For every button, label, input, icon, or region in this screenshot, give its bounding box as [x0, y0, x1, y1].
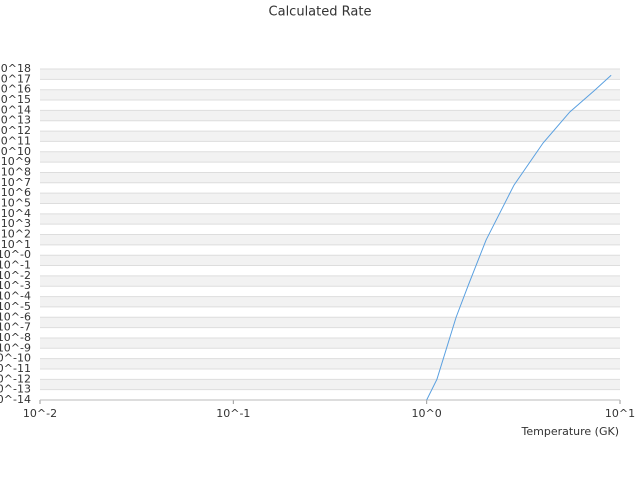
- x-tick-label: 10^0: [412, 407, 442, 420]
- y-tick-label: 10^14: [0, 103, 31, 116]
- y-tick-label: 10^17: [0, 72, 31, 85]
- grid-band: [40, 275, 620, 287]
- y-tick-label: 10^-1: [0, 259, 31, 272]
- y-tick-label: 10^-13: [0, 383, 31, 396]
- y-tick-label: 10^1: [1, 238, 31, 251]
- grid-band: [40, 255, 620, 266]
- grid-band: [40, 172, 620, 183]
- y-tick-label: 10^-8: [0, 331, 31, 344]
- y-tick-label: 10^-12: [0, 372, 31, 385]
- y-tick-label: 10^18: [0, 62, 31, 75]
- y-tick-label: 10^-2: [0, 269, 31, 282]
- chart-title: Calculated Rate: [269, 5, 372, 20]
- y-tick-label: 10^11: [0, 134, 31, 147]
- grid-band: [40, 296, 620, 307]
- grid-band: [40, 213, 620, 225]
- y-tick-label: 10^16: [0, 83, 31, 96]
- y-tick-label: 10^15: [0, 93, 31, 106]
- grid-band: [40, 110, 620, 121]
- y-tick-label: 10^7: [1, 176, 31, 189]
- grid-band: [40, 234, 620, 245]
- x-tick-label: 10^-2: [23, 407, 57, 420]
- grid-band: [40, 358, 620, 369]
- y-tick-label: 10^9: [1, 155, 31, 168]
- y-tick-label: 10^4: [1, 207, 31, 220]
- grid-band: [40, 131, 620, 142]
- x-tick-label: 10^1: [605, 407, 635, 420]
- y-tick-label: 10^12: [0, 124, 31, 137]
- grid-band: [40, 151, 620, 163]
- grid-band: [40, 69, 620, 80]
- y-tick-label: 10^-7: [0, 321, 31, 334]
- y-tick-label: 10^-11: [0, 362, 31, 375]
- y-tick-label: 10^13: [0, 114, 31, 127]
- y-tick-label: 10^-3: [0, 279, 31, 292]
- y-tick-label: 10^2: [1, 228, 31, 241]
- y-tick-label: 10^-9: [0, 341, 31, 354]
- y-tick-label: 10^3: [1, 217, 31, 230]
- y-tick-label: 10^5: [1, 196, 31, 209]
- grid-band: [40, 193, 620, 204]
- x-axis-label: Temperature (GK): [521, 425, 620, 438]
- grid-band: [40, 89, 620, 101]
- y-tick-label: 10^-6: [0, 310, 31, 323]
- y-tick-label: 10^-5: [0, 300, 31, 313]
- y-tick-label: 10^-0: [0, 248, 31, 261]
- y-tick-label: 10^-4: [0, 290, 31, 303]
- x-tick-label: 10^-1: [216, 407, 250, 420]
- grid-band: [40, 337, 620, 349]
- y-tick-label: 10^8: [1, 165, 31, 178]
- line: [426, 74, 612, 401]
- y-tick-label: 10^6: [1, 186, 31, 199]
- y-tick-label: 10^-10: [0, 352, 31, 365]
- y-tick-label: 10^-14: [0, 393, 31, 406]
- y-tick-label: 10^10: [0, 145, 31, 158]
- grid-band: [40, 379, 620, 390]
- grid-band: [40, 317, 620, 328]
